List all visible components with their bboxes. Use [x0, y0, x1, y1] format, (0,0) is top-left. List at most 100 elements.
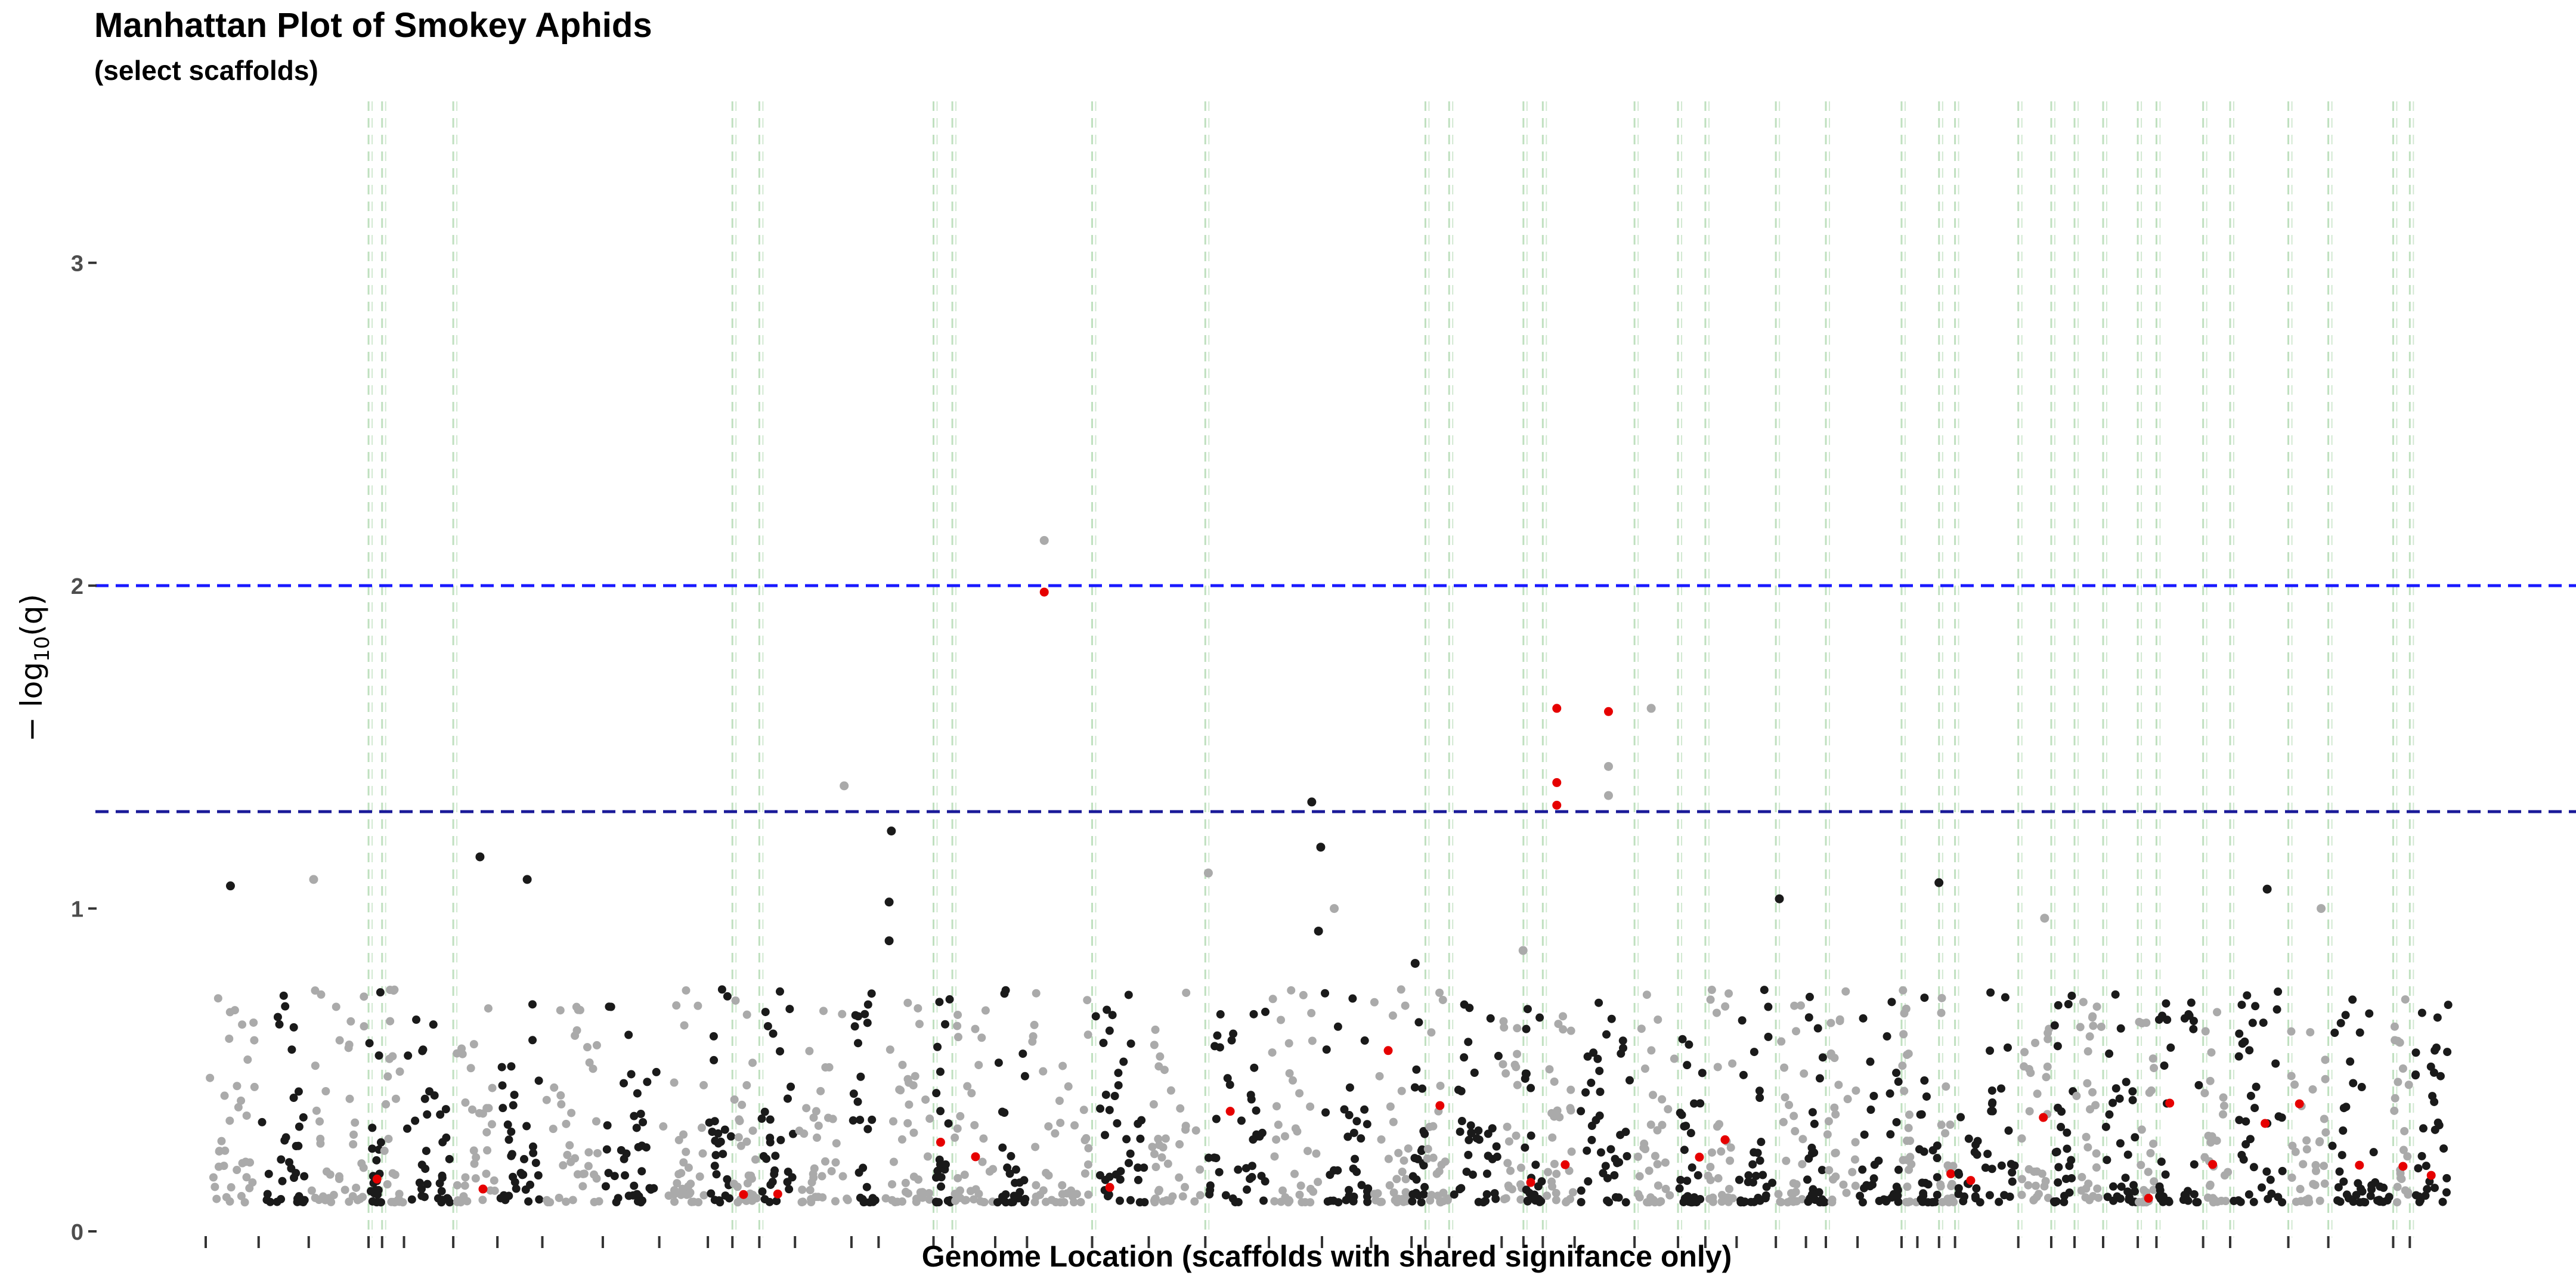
data-point	[2342, 1190, 2351, 1199]
data-point	[2352, 1191, 2361, 1200]
data-point	[810, 1164, 819, 1173]
data-point	[349, 1130, 358, 1139]
data-point	[2040, 1182, 2049, 1191]
data-point	[1946, 1169, 1956, 1179]
data-point	[1175, 1140, 1184, 1149]
data-point	[2287, 1072, 2296, 1080]
data-point	[1919, 1189, 1928, 1198]
data-point	[1805, 992, 1814, 1001]
data-point	[1898, 1061, 1907, 1070]
data-point	[711, 1137, 720, 1145]
data-point	[2302, 1145, 2311, 1154]
data-point	[1148, 1143, 1157, 1151]
data-point	[1501, 1194, 1510, 1203]
data-point	[2321, 1075, 2330, 1083]
data-point	[1547, 1109, 1556, 1117]
data-point	[562, 1197, 571, 1206]
data-point	[1076, 1198, 1085, 1207]
data-point	[1750, 1197, 1758, 1206]
data-point	[1764, 1032, 1773, 1041]
y-tick-label: 1	[71, 897, 83, 922]
data-point	[1154, 1135, 1163, 1144]
data-point	[1108, 1011, 1117, 1020]
data-point	[1848, 1168, 1857, 1176]
data-point	[1182, 988, 1191, 997]
data-point	[2401, 1186, 2410, 1195]
data-point	[1825, 1166, 1834, 1175]
data-point	[1389, 1117, 1398, 1126]
data-point	[522, 875, 532, 884]
data-point	[1577, 1186, 1586, 1195]
data-point	[1972, 1184, 1981, 1193]
data-point	[1259, 1196, 1268, 1205]
data-point	[1296, 1181, 1305, 1190]
data-point	[1234, 1165, 1243, 1174]
data-point	[787, 1082, 795, 1091]
data-point	[1371, 1196, 1380, 1205]
data-point	[814, 1121, 823, 1130]
data-point	[1683, 1061, 1692, 1070]
data-point	[1280, 1132, 1289, 1141]
data-point	[1602, 1030, 1611, 1039]
data-point	[853, 1097, 862, 1106]
data-point	[698, 1149, 707, 1158]
data-point	[1492, 1142, 1501, 1151]
data-point	[2017, 1134, 2026, 1143]
data-point	[1252, 1106, 1261, 1115]
data-point	[1522, 1069, 1531, 1078]
data-point	[1559, 1012, 1568, 1021]
data-point	[258, 1117, 267, 1126]
data-point	[1851, 1181, 1860, 1190]
data-point	[1001, 986, 1010, 995]
data-point	[519, 1154, 528, 1163]
data-point	[507, 1150, 516, 1159]
data-point	[2355, 1160, 2364, 1170]
data-point	[760, 1107, 769, 1116]
data-point	[2348, 995, 2357, 1004]
data-point	[1987, 1165, 1996, 1174]
data-point	[773, 1189, 782, 1199]
data-point	[2024, 1064, 2033, 1073]
data-point	[1190, 1197, 1199, 1206]
data-point	[1696, 1099, 1705, 1108]
data-point	[2430, 1097, 2439, 1106]
data-point	[2001, 993, 2010, 1002]
data-point	[974, 1061, 983, 1070]
data-point	[349, 1140, 358, 1149]
data-point	[766, 1115, 775, 1124]
data-point	[1941, 1129, 1950, 1138]
data-point	[2315, 1196, 2324, 1205]
data-point	[2117, 1182, 2126, 1191]
data-point	[437, 1187, 446, 1196]
data-point	[1345, 1111, 1354, 1120]
data-point	[1426, 1196, 1435, 1205]
data-point	[1467, 1129, 1476, 1138]
data-point	[423, 1179, 432, 1188]
data-point	[909, 1128, 918, 1137]
data-point	[243, 1055, 252, 1064]
data-point	[2261, 1119, 2270, 1128]
data-point	[563, 1150, 572, 1159]
data-point	[585, 1058, 594, 1067]
data-point	[1460, 1000, 1469, 1009]
data-point	[911, 1072, 919, 1080]
data-point	[366, 1187, 375, 1196]
data-point	[217, 1137, 226, 1145]
data-points	[206, 535, 2453, 1207]
data-point	[2005, 1192, 2014, 1201]
data-point	[562, 1119, 571, 1128]
data-point	[1777, 1037, 1786, 1046]
data-point	[1225, 1107, 1235, 1116]
data-point	[1370, 998, 1379, 1007]
y-tick-label: 2	[71, 574, 83, 599]
data-point	[936, 1138, 945, 1147]
data-point	[1472, 1134, 1481, 1143]
data-point	[897, 1135, 906, 1144]
data-point	[1470, 1068, 1479, 1077]
data-point	[420, 1094, 429, 1103]
data-point	[478, 1109, 487, 1118]
data-point	[2088, 1012, 2097, 1021]
data-point	[838, 1172, 847, 1181]
data-point	[1101, 1090, 1110, 1099]
data-point	[730, 1095, 739, 1104]
